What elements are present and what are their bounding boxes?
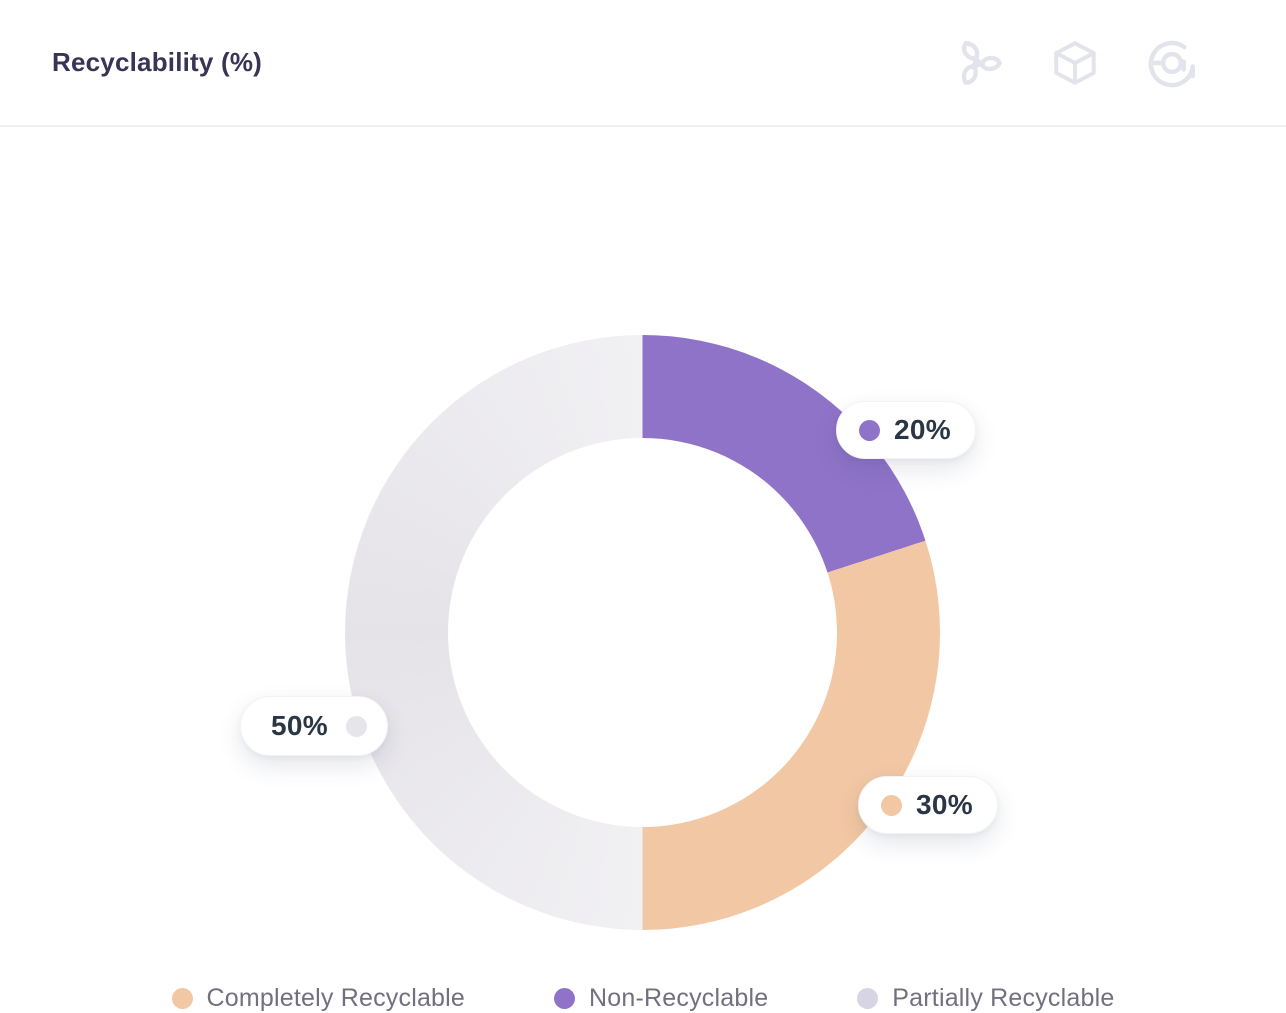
callout-value: 30% (916, 789, 973, 820)
callout-dot-completely-recyclable (881, 794, 902, 816)
donut-hole (448, 438, 837, 827)
callout-dot-partially-recyclable (345, 715, 367, 737)
callout-non-recyclable: 20% (836, 401, 976, 459)
chart-legend: Completely Recyclable Non-Recyclable Par… (0, 984, 1286, 1013)
legend-label: Non-Recyclable (589, 984, 769, 1012)
legend-dot-completely-recyclable (171, 988, 193, 1009)
legend-item-non-recyclable[interactable]: Non-Recyclable (554, 984, 768, 1013)
callout-partially-recyclable: 50% (240, 696, 388, 756)
legend-item-completely-recyclable[interactable]: Completely Recyclable (171, 984, 466, 1013)
header-toolbar (948, 34, 1200, 92)
cube-icon[interactable] (1050, 38, 1100, 88)
legend-dot-partially-recyclable (857, 988, 879, 1009)
legend-label: Partially Recyclable (892, 984, 1115, 1012)
callout-value: 20% (894, 414, 951, 445)
legend-dot-non-recyclable (554, 988, 576, 1009)
legend-label: Completely Recyclable (206, 984, 466, 1012)
eco-leaves-icon[interactable] (948, 34, 1006, 92)
page-title: Recyclability (%) (52, 47, 263, 77)
header: Recyclability (%) (0, 0, 1286, 127)
tape-roll-icon[interactable] (1144, 35, 1200, 91)
legend-item-partially-recyclable[interactable]: Partially Recyclable (857, 984, 1114, 1013)
callout-value: 50% (271, 710, 328, 741)
callout-completely-recyclable: 30% (858, 776, 998, 834)
callout-dot-non-recyclable (859, 419, 880, 441)
recyclability-chart: 20% 30% 50% Completely Recyclable Non-Re… (0, 129, 1286, 1012)
